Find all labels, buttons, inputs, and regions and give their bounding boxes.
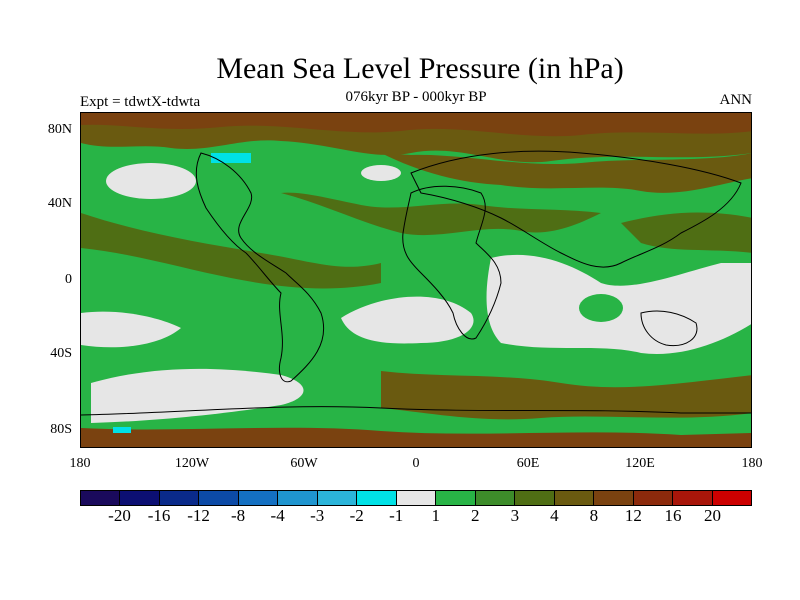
colorbar-cell	[317, 491, 358, 505]
colorbar-label: -8	[231, 506, 246, 525]
colorbar-label: -1	[389, 506, 404, 525]
season-label: ANN	[719, 92, 753, 108]
lon-tick-180e: 180	[741, 456, 763, 471]
colorbar-cell	[515, 491, 555, 505]
colorbar-cell	[436, 491, 476, 505]
colorbar-cell	[238, 491, 279, 505]
field-grey-npacific	[106, 163, 196, 199]
field-darkbrown-antarctic	[81, 427, 751, 447]
field-cyan-arctic	[211, 153, 251, 163]
field-olive-pacific	[81, 213, 381, 289]
coast-australia	[640, 310, 698, 347]
coastlines	[81, 150, 751, 416]
lon-tick-60w: 60W	[290, 456, 318, 471]
colorbar-label: -3	[310, 506, 325, 525]
colorbar-cell	[633, 491, 674, 505]
chart-subtitle: 076kyr BP - 000kyr BP	[345, 89, 487, 105]
field-grey-spacific	[81, 311, 181, 348]
experiment-label: Expt = tdwtX-tdwta	[80, 94, 201, 110]
lon-tick-120e: 120E	[625, 456, 655, 471]
colorbar-label: 8	[589, 506, 599, 525]
colorbar-cell	[396, 491, 437, 505]
colorbar-label: -4	[270, 506, 285, 525]
field-darkbrown-arctic	[81, 113, 751, 137]
colorbar-cell	[120, 491, 160, 505]
coast-africa	[402, 185, 502, 340]
field-grey-southernocean	[91, 368, 304, 423]
lat-tick-0: 0	[65, 272, 72, 287]
colorbar-cell	[594, 491, 634, 505]
lat-tick-40n: 40N	[47, 196, 72, 211]
colorbar-label: 4	[550, 506, 559, 525]
colorbar-label: -16	[147, 506, 171, 525]
map-frame	[80, 112, 752, 448]
coast-eurasia	[410, 150, 742, 268]
chart-title: Mean Sea Level Pressure (in hPa)	[216, 52, 624, 85]
lon-tick-60e: 60E	[516, 456, 540, 471]
pressure-map	[81, 113, 751, 447]
lon-tick-180w: 180	[69, 456, 91, 471]
coast-antarctica	[81, 406, 751, 416]
lat-tick-40s: 40S	[50, 346, 72, 361]
colorbar-cell	[673, 491, 713, 505]
colorbar-cell	[159, 491, 200, 505]
field-olive-asia	[621, 212, 751, 253]
colorbar-cell	[554, 491, 595, 505]
lat-tick-80n: 80N	[47, 122, 72, 137]
lon-tick-120w: 120W	[174, 456, 210, 471]
colorbar	[80, 490, 752, 506]
lat-tick-80s: 80S	[50, 422, 72, 437]
colorbar-label: 1	[431, 506, 441, 525]
lon-tick-0: 0	[412, 456, 420, 471]
coast-americas	[195, 152, 325, 383]
colorbar-cell	[81, 491, 121, 505]
colorbar-label: 20	[703, 506, 721, 525]
field-grey-natlantic	[361, 165, 401, 181]
colorbar-label: 16	[664, 506, 682, 525]
colorbar-label: -20	[108, 506, 131, 525]
colorbar-cell	[199, 491, 239, 505]
colorbar-cell	[475, 491, 516, 505]
colorbar-cell	[357, 491, 397, 505]
field-brown-eurasia	[381, 153, 751, 193]
colorbar-label: 12	[624, 506, 642, 525]
colorbar-label: -12	[187, 506, 210, 525]
colorbar-label: 2	[471, 506, 480, 525]
field-olive-atlantic	[281, 192, 601, 236]
field-brown-southern	[381, 371, 751, 420]
colorbar-cell	[712, 491, 751, 505]
field-cyan-antarctic	[113, 427, 131, 433]
field-grey-satlantic	[341, 296, 474, 344]
colorbar-cell	[278, 491, 318, 505]
colorbar-label: 3	[510, 506, 520, 525]
field-green-island	[579, 294, 623, 322]
colorbar-label: -2	[349, 506, 364, 525]
